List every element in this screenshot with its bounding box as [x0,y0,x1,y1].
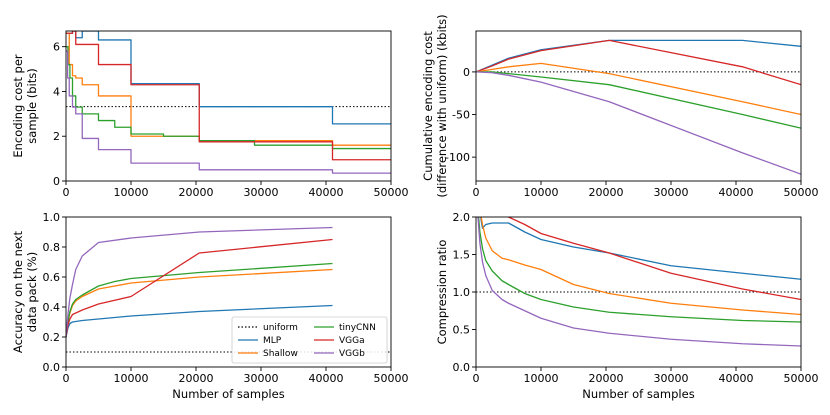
x-tick-label: 50000 [374,186,409,199]
x-tick-label: 10000 [114,372,149,385]
y-tick-label: 2.0 [453,211,471,224]
legend-label-uniform: uniform [263,323,298,333]
series-line-vgga [507,217,801,301]
legend-label-shallow: Shallow [263,349,298,359]
axes-frame [65,216,392,368]
series-line-mlp [66,304,333,338]
legend-box [231,316,388,364]
legend: uniform MLP Shallow tinyCNN VGGa VGGb [231,316,388,364]
y-tick-label: 0 [463,66,470,79]
series-line-tinycnn [477,217,801,323]
x-tick-label: 0 [63,372,70,385]
series-line-vggb [66,50,391,174]
y-tick-label: -50 [452,109,470,122]
accuracy-panel: 0 10000 20000 30000 40000 50000 0.0 0.2 0.4 0.6 0.… [11,211,409,401]
y-tick-label: 0.6 [43,271,61,284]
y-axis-label: Encoding cost per [11,54,25,158]
series-line-tinycnn [66,46,391,150]
x-tick-label: 0 [63,186,70,199]
x-tick-label: 10000 [524,372,559,385]
x-tick-label: 10000 [524,186,559,199]
series-line-vggb [66,226,333,338]
y-tick-label: 0.0 [453,361,471,374]
x-tick-label: 50000 [374,372,409,385]
encoding-cost-panel: 0 10000 20000 30000 40000 50000 0 2 4 6 Encoding c… [11,30,409,199]
x-tick-label: 30000 [654,186,689,199]
y-tick-label: 0 [53,175,60,188]
series-line-vggb [476,71,801,175]
x-tick-label: 50000 [784,372,819,385]
y-axis-label: sample (bits) [25,68,39,143]
y-tick-label: 6 [53,41,60,54]
x-tick-label: 20000 [179,372,214,385]
legend-label-tinycnn: tinyCNN [339,323,376,333]
y-tick-label: 1.0 [453,286,471,299]
x-tick-label: 40000 [309,186,344,199]
x-tick-label: 30000 [654,372,689,385]
series-line-tinycnn [66,262,333,338]
series-line-tinycnn [476,71,801,129]
x-axis-label: Number of samples [582,387,694,401]
x-tick-label: 30000 [244,372,279,385]
x-tick-label: 20000 [179,186,214,199]
axes-frame [475,30,802,182]
x-tick-label: 40000 [719,372,754,385]
series-line-mlp [66,31,391,125]
cumulative-cost-panel: 0 10000 20000 30000 40000 50000 -100 -50 0 Cumula… [421,14,819,199]
legend-label-mlp: MLP [263,336,282,346]
y-tick-label: 0.2 [43,331,61,344]
x-tick-label: 40000 [719,186,754,199]
x-tick-label: 10000 [114,186,149,199]
y-axis-label: Accuracy on the next [11,230,25,353]
series-line-shallow [66,32,391,146]
series-line-vgga [476,39,801,86]
x-tick-label: 20000 [589,186,624,199]
compression-ratio-panel: 0 10000 20000 30000 40000 50000 0.0 0.5 1.0 1.5 2.… [435,211,819,401]
y-tick-label: 4 [53,85,60,98]
legend-label-vgga: VGGa [339,336,365,346]
y-tick-label: 1.0 [43,211,61,224]
y-axis-label: data pack (%) [25,252,39,332]
y-tick-label: 1.5 [453,249,471,262]
series-line-vgga [66,238,333,338]
series-line-vggb [477,217,801,347]
y-tick-label: 0.0 [43,361,61,374]
x-tick-label: 30000 [244,186,279,199]
x-tick-label: 0 [473,186,480,199]
x-tick-label: 20000 [589,372,624,385]
y-axis-label: Compression ratio [435,240,449,345]
x-axis-label: Number of samples [172,387,284,401]
y-tick-label: 2 [53,130,60,143]
series-line-shallow [476,62,801,116]
series-line-shallow [480,217,801,316]
y-axis-label: Cumulative encoding cost [421,31,435,181]
y-tick-label: 0.8 [43,241,61,254]
x-tick-label: 40000 [309,372,344,385]
axes-frame [65,30,392,182]
legend-label-vggb: VGGb [339,349,365,359]
series-line-vgga [66,31,391,161]
y-tick-label: 0.4 [43,301,61,314]
y-tick-label: 0.5 [453,324,471,337]
y-axis-label: (difference with uniform) (kbits) [435,14,449,197]
series-line-mlp [476,39,801,73]
x-tick-label: 50000 [784,186,819,199]
x-tick-label: 0 [473,372,480,385]
y-tick-label: -100 [445,151,470,164]
